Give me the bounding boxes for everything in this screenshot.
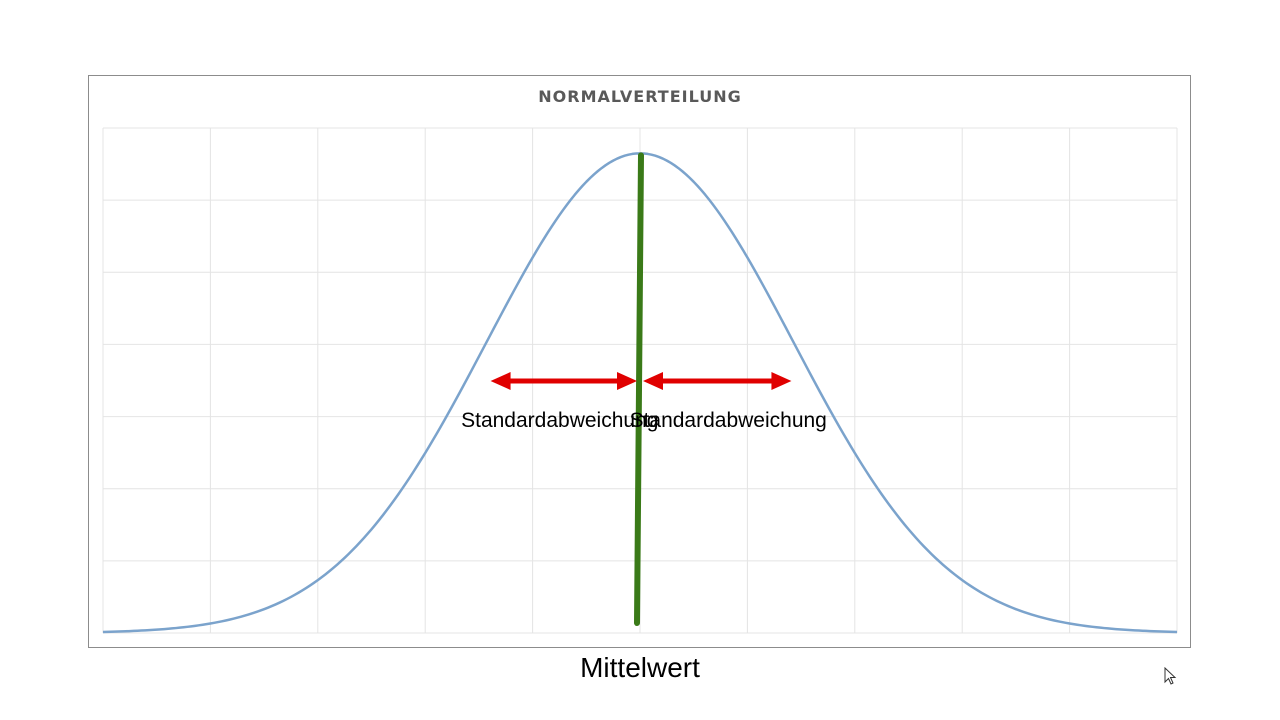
std-arrow-right-head-left [643, 372, 663, 390]
std-arrow-left-head-right [617, 372, 637, 390]
std-arrow-right [643, 372, 792, 390]
mean-label: Mittelwert [580, 652, 700, 683]
std-arrow-right-head-right [771, 372, 792, 390]
std-arrows [490, 372, 792, 390]
std-arrow-left [490, 372, 637, 390]
mean-line [634, 152, 644, 626]
mouse-cursor-icon [1164, 667, 1177, 685]
std-arrow-left-head-left [490, 372, 511, 390]
std-label-right: Standardabweichung [630, 409, 827, 432]
std-label-left: Standardabweichung [461, 409, 658, 432]
chart-title: NORMALVERTEILUNG [538, 87, 742, 106]
